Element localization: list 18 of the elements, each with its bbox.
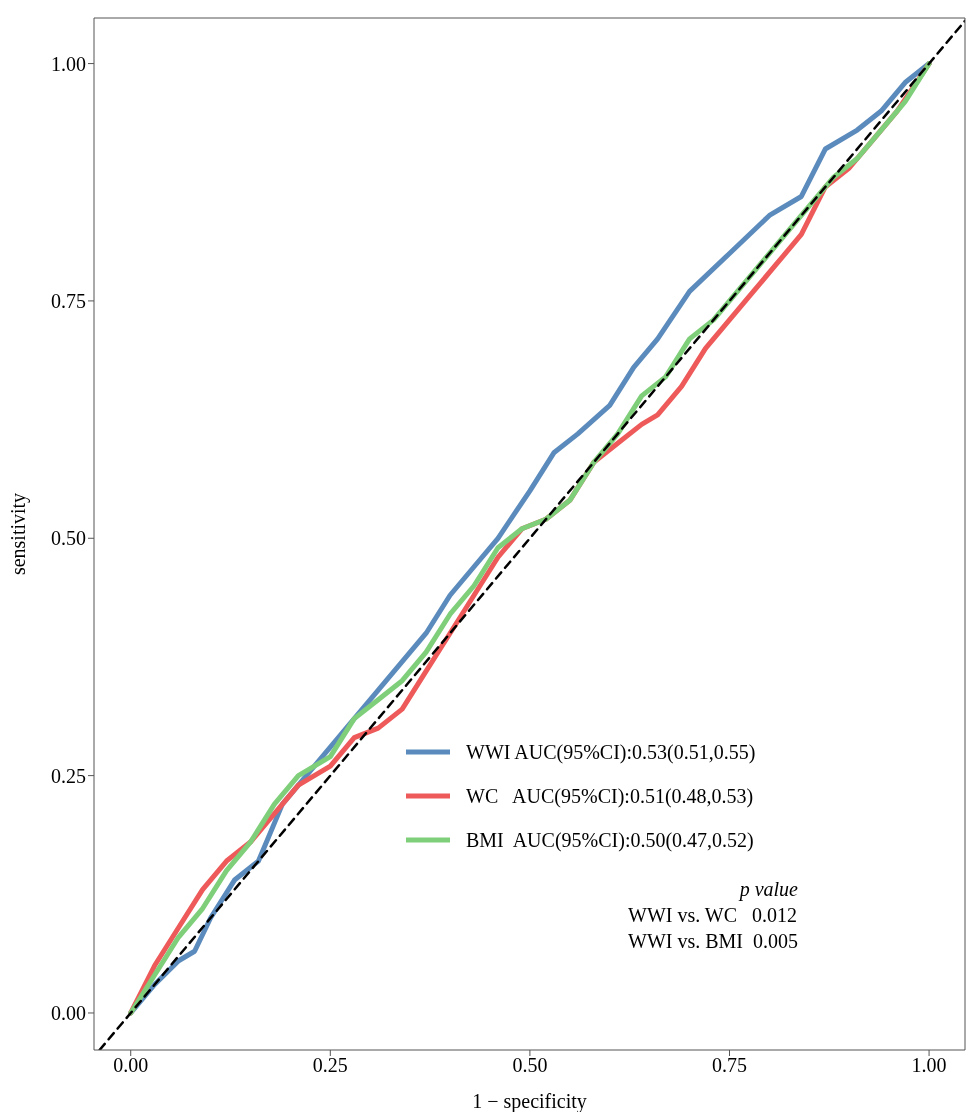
x-tick-label: 0.75 [711, 1054, 747, 1077]
x-tick-label: 1.00 [911, 1054, 947, 1077]
x-tick-label: 0.50 [512, 1054, 548, 1077]
y-tick-label: 0.00 [51, 1002, 86, 1025]
annotation: p value [737, 877, 798, 902]
x-axis-title: 1 − specificity [472, 1090, 587, 1113]
y-tick-label: 1.00 [51, 52, 86, 75]
y-tick-label: 0.25 [51, 764, 86, 787]
y-tick-label: 0.50 [51, 527, 86, 550]
y-axis-title: sensitivity [7, 492, 31, 576]
y-tick-label: 0.75 [51, 290, 86, 313]
x-tick-label: 0.00 [113, 1054, 149, 1077]
x-tick-label: 0.25 [312, 1054, 348, 1077]
legend-label: WWI AUC(95%CI):0.53(0.51,0.55) [466, 740, 756, 766]
legend-label: WC AUC(95%CI):0.51(0.48,0.53) [466, 784, 754, 810]
annotation: WWI vs. WC 0.012 [628, 903, 798, 928]
legend-label: BMI AUC(95%CI):0.50(0.47,0.52) [466, 828, 754, 854]
annotation: WWI vs. BMI 0.005 [628, 929, 798, 954]
